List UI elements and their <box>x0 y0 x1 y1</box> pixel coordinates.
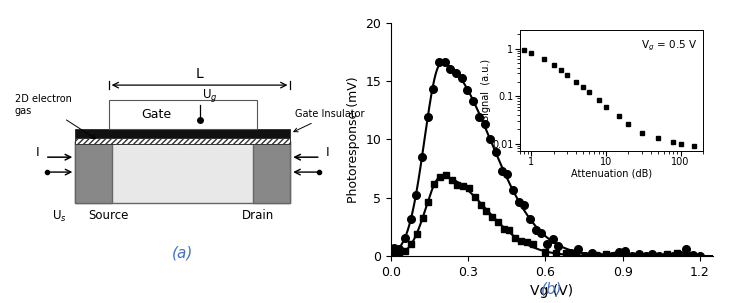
Text: Source: Source <box>88 209 129 222</box>
Text: I: I <box>37 146 39 159</box>
Text: U$_s$: U$_s$ <box>52 209 67 225</box>
Bar <box>75 128 290 138</box>
X-axis label: Vg (V): Vg (V) <box>531 284 573 298</box>
Bar <box>75 141 290 203</box>
Text: 2D electron
gas: 2D electron gas <box>15 94 96 139</box>
Y-axis label: Photoresponse (mV): Photoresponse (mV) <box>347 76 360 203</box>
Text: U$_g$: U$_g$ <box>202 87 218 104</box>
Text: I: I <box>326 146 329 159</box>
Text: (b): (b) <box>541 282 563 297</box>
Text: Gate Insulator: Gate Insulator <box>294 109 365 132</box>
Bar <box>109 100 257 128</box>
Text: Drain: Drain <box>242 209 275 222</box>
Bar <box>75 138 290 144</box>
Text: (a): (a) <box>172 245 194 260</box>
Bar <box>75 141 112 203</box>
Bar <box>254 141 290 203</box>
Text: L: L <box>196 67 203 81</box>
Text: Gate: Gate <box>141 108 171 121</box>
